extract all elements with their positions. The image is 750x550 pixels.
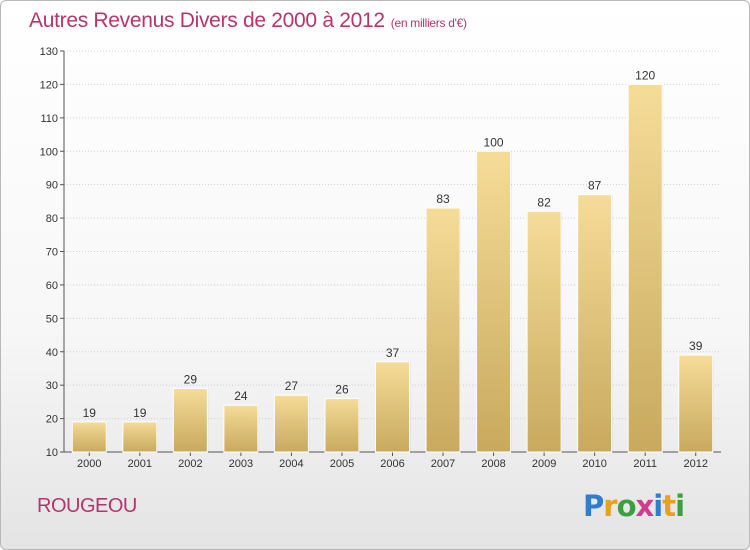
bar-value-label: 26 bbox=[335, 383, 349, 397]
bar-value-label: 19 bbox=[83, 406, 97, 420]
logo-letter: o bbox=[616, 489, 637, 523]
y-tick-label: 10 bbox=[46, 447, 58, 459]
x-tick-label: 2003 bbox=[229, 458, 253, 470]
proxiti-logo: Proxiti bbox=[583, 489, 685, 523]
x-tick-label: 2006 bbox=[380, 458, 404, 470]
x-tick-label: 2004 bbox=[279, 458, 303, 470]
x-tick-label: 2008 bbox=[481, 458, 505, 470]
bar bbox=[223, 404, 259, 453]
bar-value-label: 39 bbox=[689, 339, 703, 353]
bar-value-label: 87 bbox=[588, 179, 602, 193]
bar bbox=[122, 421, 158, 453]
chart-title: Autres Revenus Divers de 2000 à 2012 (en … bbox=[29, 9, 467, 33]
bar bbox=[71, 421, 107, 453]
bar bbox=[324, 398, 360, 453]
bar-value-label: 37 bbox=[386, 346, 400, 360]
bar bbox=[273, 394, 309, 453]
bar-value-label: 100 bbox=[484, 135, 504, 149]
x-tick-label: 2011 bbox=[633, 458, 657, 470]
x-tick-label: 2009 bbox=[532, 458, 556, 470]
y-tick-label: 30 bbox=[46, 380, 58, 392]
bar bbox=[678, 354, 714, 453]
bars bbox=[71, 83, 714, 453]
y-tick-label: 90 bbox=[46, 180, 58, 192]
x-tick-label: 2001 bbox=[128, 458, 152, 470]
bar-value-label: 120 bbox=[635, 68, 655, 82]
x-tick-label: 2000 bbox=[77, 458, 101, 470]
commune-name: ROUGEOU bbox=[37, 495, 137, 517]
y-tick-label: 50 bbox=[46, 313, 58, 325]
chart-subtitle: (en milliers d'€) bbox=[390, 16, 467, 30]
y-tick-label: 130 bbox=[40, 46, 58, 58]
bar-value-label: 24 bbox=[234, 389, 248, 403]
bar-value-label: 83 bbox=[436, 192, 450, 206]
bar-value-label: 82 bbox=[537, 195, 551, 209]
bar bbox=[577, 194, 613, 453]
y-tick-label: 60 bbox=[46, 280, 58, 292]
bar-value-label: 27 bbox=[285, 379, 299, 393]
bar-value-label: 19 bbox=[133, 406, 147, 420]
logo-letter: t bbox=[662, 489, 676, 523]
y-tick-label: 120 bbox=[40, 79, 58, 91]
x-tick-label: 2012 bbox=[683, 458, 707, 470]
logo-letter: i bbox=[675, 489, 685, 523]
y-tick-label: 40 bbox=[46, 347, 58, 359]
labels: 10 20 30 40 50 60 70 80 90 100 110 120 130 19 2000 19 20… bbox=[40, 46, 708, 470]
bar bbox=[476, 150, 512, 453]
bar bbox=[627, 83, 663, 453]
bar bbox=[526, 210, 562, 453]
chart-title-main: Autres Revenus Divers de 2000 à 2012 bbox=[29, 9, 385, 32]
logo-letter: r bbox=[603, 489, 617, 523]
x-tick-label: 2005 bbox=[330, 458, 354, 470]
logo-letter: i bbox=[653, 489, 663, 523]
bar bbox=[375, 361, 410, 453]
logo-letter: P bbox=[583, 489, 604, 523]
bar bbox=[172, 388, 208, 453]
y-tick-label: 70 bbox=[46, 247, 58, 259]
y-tick-label: 80 bbox=[46, 213, 58, 225]
bar-value-label: 29 bbox=[184, 373, 198, 387]
logo-letter: x bbox=[635, 489, 655, 523]
y-tick-label: 110 bbox=[40, 113, 58, 125]
x-tick-label: 2002 bbox=[178, 458, 202, 470]
y-tick-label: 100 bbox=[40, 146, 58, 158]
bar bbox=[425, 207, 461, 453]
x-tick-label: 2007 bbox=[431, 458, 455, 470]
y-tick-label: 20 bbox=[46, 414, 58, 426]
x-tick-label: 2010 bbox=[582, 458, 606, 470]
